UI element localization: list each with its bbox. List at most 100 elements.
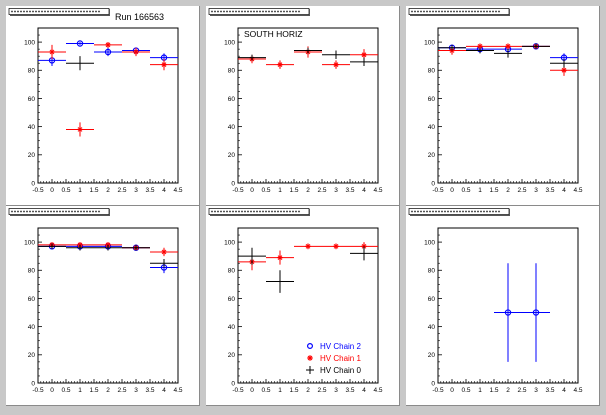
data-point [122, 47, 150, 57]
x-tick-label: 4 [562, 387, 566, 394]
y-tick-label: 80 [28, 68, 36, 75]
star-stroke [77, 127, 83, 132]
x-tick-label: -0.5 [432, 387, 444, 394]
y-tick-label: 80 [428, 268, 436, 275]
data-point [150, 59, 178, 71]
data-point [294, 243, 322, 250]
x-tick-label: 2.5 [117, 187, 126, 194]
marker-star [561, 67, 567, 74]
x-tick-label: 3.5 [545, 387, 554, 394]
data-point [350, 246, 378, 261]
pad-background [406, 206, 600, 406]
star-stroke [277, 62, 283, 67]
star-stroke [133, 49, 139, 55]
x-tick-label: 0.5 [261, 187, 270, 194]
data-point [322, 50, 350, 59]
data-point [550, 59, 578, 68]
data-point [150, 247, 178, 257]
series-hv-chain-0 [66, 56, 94, 71]
star-stroke [477, 43, 483, 49]
star-stroke [361, 243, 367, 249]
plot-annotation: SOUTH HORIZ [244, 29, 303, 39]
x-tick-label: 0.5 [461, 187, 470, 194]
marker-star [49, 49, 55, 55]
y-tick-label: 20 [228, 152, 236, 159]
x-tick-label: 4 [362, 187, 366, 194]
series-hv-chain-0 [238, 47, 378, 67]
data-point [322, 60, 350, 69]
x-tick-label: 1.5 [289, 387, 298, 394]
marker-circle [532, 309, 540, 316]
data-point [66, 56, 94, 71]
x-tick-label: 2.5 [317, 387, 326, 394]
series-hv-chain-0 [438, 43, 578, 68]
pad-background [206, 6, 400, 206]
y-tick-label: 20 [28, 152, 36, 159]
data-point [350, 49, 378, 61]
legend: HV Chain 2 HV Chain 1 HV Chain 0 [306, 342, 361, 375]
data-point [66, 40, 94, 47]
marker-circle [76, 40, 84, 47]
y-tick-label: 60 [28, 296, 36, 303]
x-tick-label: 4.5 [173, 387, 182, 394]
marker-star [161, 61, 167, 68]
pad-background [406, 6, 600, 206]
x-tick-label: 0.5 [61, 187, 70, 194]
x-tick-label: 1 [78, 387, 82, 394]
data-point [294, 47, 322, 54]
star-stroke [161, 62, 167, 67]
x-tick-label: 0 [250, 187, 254, 194]
marker-circle [504, 309, 512, 316]
x-tick-label: 0.5 [461, 387, 470, 394]
marker-star [133, 49, 139, 55]
marker-circle [104, 48, 112, 56]
x-tick-label: 2.5 [517, 187, 526, 194]
x-tick-label: 3 [134, 387, 138, 394]
star-stroke [105, 42, 111, 48]
x-tick-label: 1.5 [289, 187, 298, 194]
data-point [350, 57, 378, 67]
star-stroke [77, 242, 83, 248]
x-tick-label: 1 [478, 387, 482, 394]
pad-background [6, 206, 200, 406]
star-stroke [307, 355, 313, 361]
series-hv-chain-1 [38, 42, 178, 137]
data-point [466, 43, 494, 50]
y-tick-label: 0 [231, 180, 235, 187]
x-tick-label: 4.5 [573, 387, 582, 394]
marker-star [161, 249, 167, 255]
x-tick-label: 4.5 [373, 187, 382, 194]
legend-entry: HV Chain 0 [306, 366, 361, 375]
y-tick-label: 40 [28, 324, 36, 331]
x-tick-label: 4 [162, 387, 166, 394]
star-stroke [361, 52, 367, 58]
y-tick-label: 60 [428, 96, 436, 103]
plot-panel-2: -0.5 0 0.5 1 1.5 2 2.5 3 3.5 4 4.5020406080100SOUT… [206, 6, 400, 206]
star-stroke [105, 242, 111, 248]
x-tick-label: 2 [106, 387, 110, 394]
data-point [38, 243, 66, 250]
x-tick-label: 1 [278, 187, 282, 194]
x-tick-label: 1 [78, 187, 82, 194]
pad-background [6, 6, 200, 206]
x-tick-label: 3.5 [345, 187, 354, 194]
y-tick-label: 100 [224, 239, 235, 246]
x-tick-label: 4 [562, 187, 566, 194]
x-tick-label: 3.5 [545, 187, 554, 194]
data-point [94, 42, 122, 48]
y-tick-label: 80 [228, 68, 236, 75]
x-tick-label: 1 [478, 187, 482, 194]
x-tick-label: 2.5 [317, 187, 326, 194]
data-point [494, 263, 522, 362]
x-tick-label: 2 [306, 387, 310, 394]
x-tick-label: 3 [134, 187, 138, 194]
y-tick-label: 100 [24, 39, 35, 46]
y-tick-label: 20 [228, 352, 236, 359]
marker-star [333, 243, 339, 250]
x-tick-label: -0.5 [232, 187, 244, 194]
star-stroke [161, 249, 167, 255]
y-tick-label: 60 [228, 296, 236, 303]
